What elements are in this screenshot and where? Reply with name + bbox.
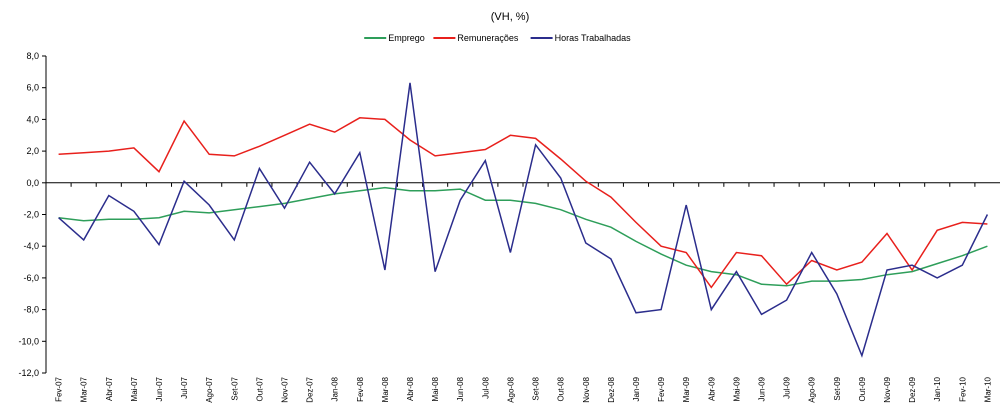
chart-title: (VH, %) — [491, 11, 530, 23]
y-tick-label: -6,0 — [23, 273, 39, 283]
legend-label: Horas Trabalhadas — [555, 33, 632, 43]
x-tick-label: Dez-08 — [607, 376, 616, 402]
x-tick-label: Out-07 — [255, 376, 264, 401]
x-tick-label: Fev-08 — [356, 376, 365, 401]
x-tick-label: Jan-09 — [632, 376, 641, 401]
x-tick-label: Abr-09 — [707, 376, 716, 401]
y-tick-label: 0,0 — [26, 178, 39, 188]
x-tick-label: Ago-08 — [506, 376, 515, 402]
x-tick-label: Ago-07 — [205, 376, 214, 402]
y-tick-label: -8,0 — [23, 305, 39, 315]
series-line — [58, 82, 989, 358]
x-tick-label: Fev-10 — [958, 376, 967, 401]
y-tick-label: -10,0 — [18, 336, 39, 346]
x-tick-label: Mai-09 — [732, 376, 741, 401]
x-tick-label: Jun-07 — [155, 376, 164, 401]
y-tick-label: 8,0 — [26, 51, 39, 61]
x-tick-label: Jun-09 — [758, 376, 767, 401]
x-tick-label: Fev-09 — [657, 376, 666, 401]
x-tick-label: Nov-09 — [883, 376, 892, 402]
legend-label: Remunerações — [457, 33, 519, 43]
x-tick-label: Abr-07 — [105, 376, 114, 401]
x-tick-label: Ago-09 — [808, 376, 817, 402]
x-tick-label: Mar-07 — [80, 376, 89, 402]
x-tick-label: Jan-10 — [933, 376, 942, 401]
x-tick-label: Dez-09 — [908, 376, 917, 402]
x-tick-label: Jun-08 — [456, 376, 465, 401]
x-tick-label: Jul-09 — [783, 376, 792, 398]
x-tick-label: Jan-08 — [331, 376, 340, 401]
x-tick-label: Set-09 — [833, 376, 842, 400]
x-tick-label: Set-08 — [532, 376, 541, 400]
x-tick-label: Nov-08 — [582, 376, 591, 402]
x-tick-label: Mar-10 — [983, 376, 992, 402]
x-tick-label: Out-09 — [858, 376, 867, 401]
y-tick-label: 2,0 — [26, 146, 39, 156]
x-tick-label: Mar-09 — [682, 376, 691, 402]
x-tick-label: Mai-07 — [130, 376, 139, 401]
series-line — [58, 186, 988, 287]
x-tick-label: Out-08 — [557, 376, 566, 401]
x-tick-label: Mar-08 — [381, 376, 390, 402]
x-tick-label: Mai-08 — [431, 376, 440, 401]
x-tick-label: Fev-07 — [55, 376, 64, 401]
x-tick-label: Jul-08 — [481, 376, 490, 398]
x-tick-label: Dez-07 — [306, 376, 315, 402]
y-tick-label: -12,0 — [18, 368, 39, 378]
y-tick-label: -4,0 — [23, 241, 39, 251]
x-tick-label: Nov-07 — [281, 376, 290, 402]
series-line — [58, 117, 988, 289]
y-tick-label: -2,0 — [23, 210, 39, 220]
x-tick-label: Set-07 — [230, 376, 239, 400]
x-tick-label: Abr-08 — [406, 376, 415, 401]
y-tick-label: 4,0 — [26, 114, 39, 124]
y-tick-label: 6,0 — [26, 83, 39, 93]
x-tick-label: Jul-07 — [180, 376, 189, 398]
legend-label: Emprego — [388, 33, 425, 43]
